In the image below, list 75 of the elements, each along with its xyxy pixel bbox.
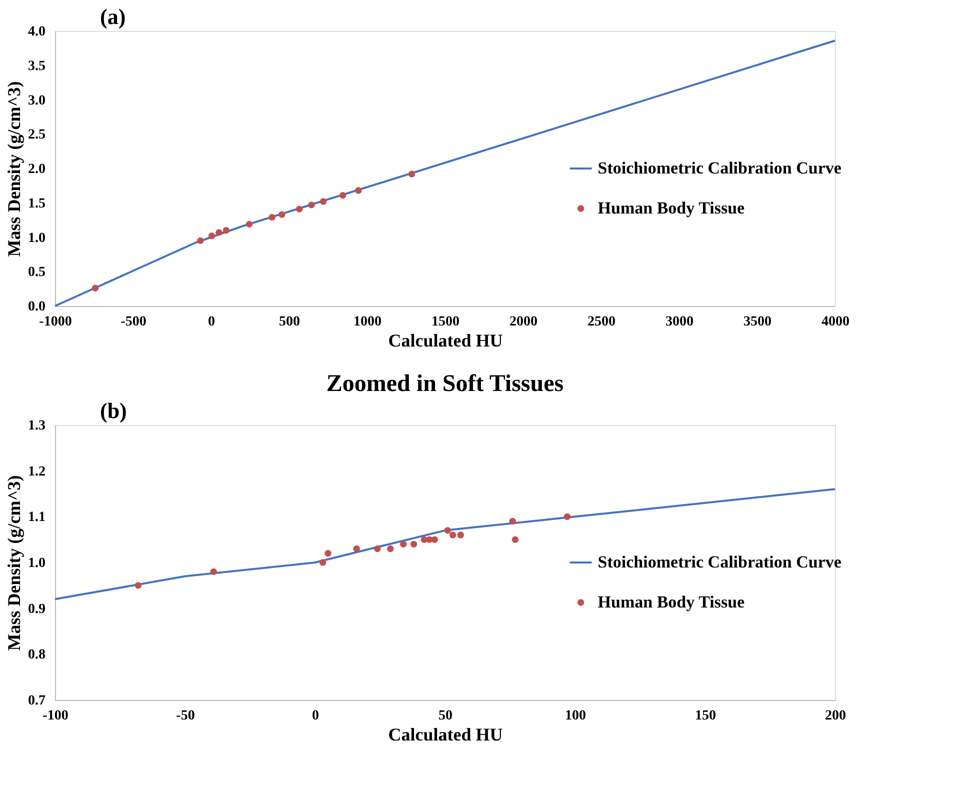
x-tick-label: 0: [208, 314, 215, 330]
point: [320, 198, 327, 205]
x-tick-label: 50: [438, 708, 452, 724]
x-tick-label: 0: [312, 708, 319, 724]
legend-label: Human Body Tissue: [598, 198, 746, 218]
point: [353, 545, 360, 552]
point: [457, 532, 464, 538]
y-tick-label: 0.0: [28, 300, 46, 314]
point: [387, 545, 394, 552]
x-tick-label: 2500: [588, 314, 616, 330]
point: [400, 540, 407, 548]
y-tick-label: 1.2: [28, 464, 46, 480]
y-tick-label: 0.9: [28, 602, 46, 617]
y-tick-label: 1.3: [28, 418, 46, 434]
chart-title: Zoomed in Soft Tissues: [326, 371, 564, 397]
point: [324, 550, 332, 557]
point: [431, 536, 438, 543]
x-tick-label: 150: [695, 708, 716, 724]
point: [134, 582, 142, 589]
x-tick-label: 200: [825, 708, 846, 724]
x-tick-label: 1000: [354, 314, 382, 330]
point: [268, 214, 276, 221]
y-tick-label: 1.0: [28, 230, 46, 246]
x-tick-label: 2000: [510, 314, 538, 330]
y-tick-label: 1.5: [28, 196, 46, 212]
x-axis-title: Calculated HU: [388, 724, 503, 744]
point: [208, 232, 216, 240]
point: [308, 202, 315, 208]
legend-label: Stoichiometric Calibration Curve: [598, 158, 842, 178]
x-tick-label: 500: [279, 314, 300, 330]
x-axis-title: Calculated HU: [388, 330, 503, 350]
y-tick-label: 2.5: [28, 128, 46, 143]
point: [509, 518, 516, 525]
y-tick-label: 0.8: [28, 648, 46, 663]
y-tick-label: 3.5: [28, 58, 46, 74]
text: (b): [100, 398, 127, 423]
x-tick-label: 100: [565, 708, 586, 724]
point: [444, 527, 451, 534]
point: [408, 170, 416, 178]
point: [210, 568, 217, 576]
point: [278, 211, 286, 218]
y-tick-label: 1.0: [28, 556, 46, 571]
point: [92, 284, 99, 292]
point: [216, 229, 222, 236]
point: [339, 192, 346, 199]
y-tick-label: 1.1: [28, 510, 46, 526]
x-tick-label: -50: [176, 708, 195, 724]
legend-label: Stoichiometric Calibration Curve: [598, 552, 842, 572]
y-tick-label: 3.0: [28, 93, 46, 108]
y-tick-label: 4.0: [28, 24, 46, 40]
legend-label: Human Body Tissue: [598, 592, 746, 612]
y-tick-label: 0.7: [28, 694, 46, 708]
point: [246, 220, 253, 228]
point: [355, 187, 362, 194]
point: [564, 513, 571, 520]
point: [197, 237, 204, 244]
x-tick-label: 3500: [744, 314, 772, 330]
point: [296, 206, 303, 212]
point: [319, 559, 326, 566]
x-tick-label: 4000: [822, 314, 850, 330]
x-tick-label: -1000: [39, 314, 72, 330]
y-axis-title: Mass Density (g/cm^3): [4, 475, 24, 651]
x-tick-label: 3000: [666, 314, 694, 330]
x-tick-label: -500: [120, 314, 146, 330]
point: [449, 532, 456, 538]
point: [374, 545, 381, 552]
x-tick-label: 1500: [432, 314, 460, 330]
y-axis-title: Mass Density (g/cm^3): [4, 81, 24, 257]
point: [410, 540, 418, 548]
y-tick-label: 2.0: [28, 162, 46, 177]
y-tick-label: 0.5: [28, 265, 46, 280]
text: (a): [100, 4, 126, 29]
point: [222, 227, 230, 234]
point: [512, 536, 519, 543]
x-tick-label: -100: [42, 708, 68, 724]
